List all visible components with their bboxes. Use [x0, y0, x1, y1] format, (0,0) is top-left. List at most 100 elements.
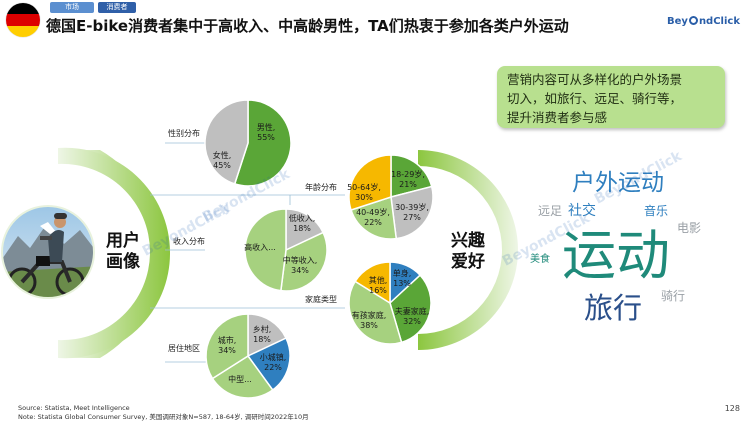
pie-data-label-line: 22%	[264, 363, 282, 372]
pie-data-label-line: 高收入...	[244, 242, 276, 252]
word-hiking[interactable]: 远足	[538, 204, 562, 218]
logo-text-end: ndClick	[698, 16, 740, 27]
pie-data-label: 城市, 34%	[218, 335, 237, 355]
pie-data-label-line: 单身,	[393, 268, 412, 278]
pie-data-label: 乡村, 18%	[253, 324, 272, 344]
pie-slice	[348, 280, 403, 345]
word-sports[interactable]: 运动	[562, 224, 670, 287]
user-profile-line1: 用户	[106, 230, 140, 251]
logo-text-start: Bey	[667, 16, 688, 27]
pie-data-label: 50-64岁, 30%	[347, 182, 381, 202]
bike-rider-photo	[2, 206, 94, 298]
pie-slice	[389, 274, 432, 344]
pie-data-label-line: 13%	[393, 279, 411, 288]
pie-data-label-line: 22%	[364, 218, 382, 227]
pie-data-label: 女性, 45%	[213, 150, 232, 170]
callout-line: 提升消费者参与感	[507, 110, 608, 125]
pie-slice	[211, 354, 274, 399]
pie-data-label-line: 30%	[355, 193, 373, 202]
word-social[interactable]: 社交	[568, 202, 596, 219]
logo-ring-icon	[688, 16, 698, 25]
beyondclick-logo: Bey ndClick	[667, 16, 740, 27]
pie-data-label-line: 27%	[403, 213, 421, 222]
pie-data-label-line: 其他,	[369, 275, 388, 285]
page-title: 德国E-bike消费者集中于高收入、中高龄男性，TA们热衷于参加各类户外运动	[46, 17, 569, 35]
pie-data-label: 高收入...	[244, 242, 276, 252]
pie-data-label-line: 18%	[253, 335, 271, 344]
pie-title-income: 收入分布	[173, 236, 205, 246]
pie-data-label-line: 中型...	[228, 374, 252, 384]
pie-title-age: 年龄分布	[305, 182, 337, 192]
pie-data-label-line: 30-39岁,	[395, 202, 429, 212]
pie-data-label: 男性, 55%	[257, 122, 276, 142]
pie-data-label-line: 女性,	[213, 150, 232, 160]
page-number: 128	[724, 404, 740, 413]
interest-word-cloud: 户外运动 远足 社交 音乐 电影 美食 运动 旅行 骑行	[530, 170, 701, 325]
left-arc-band	[58, 147, 171, 359]
pie-slice	[350, 196, 398, 240]
pie-title-region: 居住地区	[168, 343, 200, 353]
pie-slice	[354, 261, 391, 305]
pie-data-label-line: 夫妻家庭,	[395, 306, 430, 316]
pie-data-label-line: 有孩家庭,	[352, 310, 387, 320]
word-outdoor-sports[interactable]: 户外运动	[572, 170, 664, 196]
pie-data-label: 单身, 13%	[393, 268, 412, 288]
pie-slice	[390, 185, 434, 240]
pie-data-label-line: 城市,	[218, 335, 237, 345]
pie-data-label: 中等收入, 34%	[283, 255, 318, 275]
pie-charts: 男性, 55%女性, 45%18-29岁, 21%30-39岁, 27%40-49岁, 2…	[204, 99, 434, 399]
pie-slice	[390, 154, 433, 198]
source-line: Source: Statista, Meet Intelligence	[18, 404, 130, 412]
germany-flag-icon	[6, 3, 40, 37]
pie-slice	[233, 99, 292, 187]
word-food[interactable]: 美食	[530, 252, 550, 265]
pie-data-label-line: 21%	[399, 180, 417, 189]
callout-line: 切入，如旅行、远足、骑行等，	[507, 91, 683, 106]
note-line: Note: Statista Global Consumer Survey, 美…	[18, 412, 309, 421]
word-cycling[interactable]: 骑行	[661, 289, 685, 303]
callout-line: 营销内容可从多样化的户外场景	[507, 72, 683, 87]
pie-data-label-line: 45%	[213, 161, 231, 170]
pie-slice	[247, 313, 288, 358]
word-movie[interactable]: 电影	[677, 221, 701, 235]
connector-lines	[150, 142, 345, 363]
pie-data-label-line: 中等收入,	[283, 255, 318, 265]
pie-data-label: 低收入, 18%	[289, 213, 316, 233]
pie-data-label: 夫妻家庭, 32%	[395, 306, 430, 326]
pie-title-household: 家庭类型	[305, 294, 337, 304]
word-travel[interactable]: 旅行	[584, 291, 642, 325]
pie-data-label: 30-39岁, 27%	[395, 202, 429, 222]
source-note: Source: Statista, Meet Intelligence Note…	[18, 404, 309, 421]
pie-data-label-line: 40-49岁,	[356, 207, 390, 217]
pie-data-label-line: 18%	[293, 224, 311, 233]
pie-slice	[204, 99, 249, 185]
pie-data-label-line: 男性,	[257, 122, 276, 132]
interest-line2: 爱好	[451, 251, 485, 272]
pie-data-label-line: 34%	[291, 266, 309, 275]
pie-data-label: 40-49岁, 22%	[356, 207, 390, 227]
word-music[interactable]: 音乐	[644, 203, 668, 218]
pie-data-label-line: 低收入,	[289, 213, 316, 223]
pie-data-label-line: 34%	[218, 346, 236, 355]
tag-market[interactable]: 市场	[50, 2, 94, 13]
pie-data-label-line: 小城镇,	[260, 352, 287, 362]
pie-data-label-line: 乡村,	[253, 324, 272, 334]
pie-slice	[280, 231, 328, 292]
pie-data-label: 其他, 16%	[369, 275, 388, 295]
pie-title-gender: 性别分布	[168, 128, 200, 138]
pie-data-label-line: 32%	[403, 317, 421, 326]
tag-consumer[interactable]: 消费者	[98, 2, 136, 13]
pie-data-label-line: 55%	[257, 133, 275, 142]
pie-data-label-line: 16%	[369, 286, 387, 295]
pie-slice	[348, 154, 392, 211]
user-profile-line2: 画像	[106, 252, 141, 272]
pie-data-label: 18-29岁, 21%	[391, 169, 425, 189]
marketing-callout: 营销内容可从多样化的户外场景 切入，如旅行、远足、骑行等， 提升消费者参与感	[497, 66, 725, 128]
pie-slice	[246, 337, 291, 392]
interest-line1: 兴趣	[451, 230, 486, 251]
pie-data-label: 中型...	[228, 374, 252, 384]
pie-data-label: 小城镇, 22%	[260, 352, 287, 372]
pie-slice	[285, 208, 325, 252]
